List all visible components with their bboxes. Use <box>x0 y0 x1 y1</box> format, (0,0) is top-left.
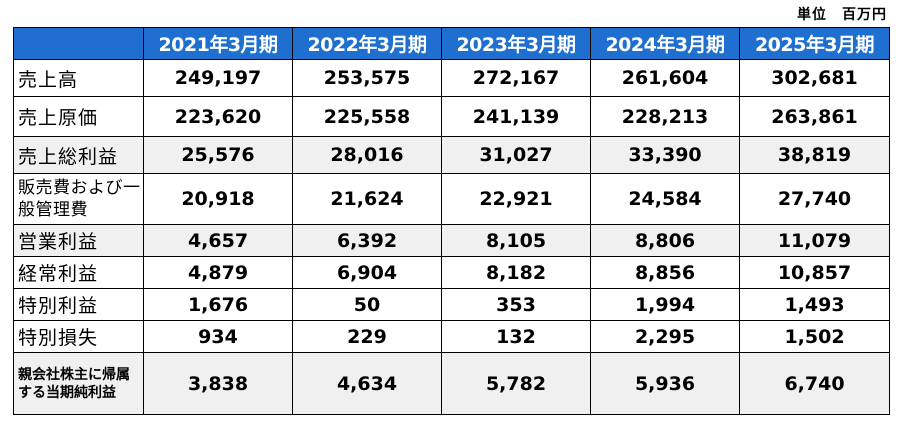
cell-value: 241,139 <box>441 96 591 137</box>
financial-table: 2021年3月期 2022年3月期 2023年3月期 2024年3月期 2025… <box>13 27 890 415</box>
cell-value: 8,105 <box>441 224 591 257</box>
cell-value: 5,782 <box>441 352 591 415</box>
cell-value: 272,167 <box>441 59 591 97</box>
cell-value: 353 <box>441 288 591 321</box>
cell-value: 1,676 <box>143 288 293 321</box>
cell-value: 38,819 <box>739 136 890 174</box>
cell-value: 2,295 <box>590 320 740 353</box>
cell-value: 934 <box>143 320 293 353</box>
header-fy2024: 2024年3月期 <box>590 27 740 60</box>
cell-value: 253,575 <box>292 59 442 97</box>
cell-value: 21,624 <box>292 173 442 225</box>
cell-value: 229 <box>292 320 442 353</box>
row-extraordinary-income: 特別利益 1,676 50 353 1,994 1,493 <box>13 288 890 321</box>
row-net-sales: 売上高 249,197 253,575 272,167 261,604 302,… <box>13 59 890 97</box>
header-row: 2021年3月期 2022年3月期 2023年3月期 2024年3月期 2025… <box>13 27 890 60</box>
row-operating-income: 営業利益 4,657 6,392 8,105 8,806 11,079 <box>13 224 890 257</box>
row-label: 販売費および一般管理費 <box>13 173 144 225</box>
row-ordinary-income: 経常利益 4,879 6,904 8,182 8,856 10,857 <box>13 256 890 289</box>
cell-value: 4,879 <box>143 256 293 289</box>
cell-value: 302,681 <box>739 59 890 97</box>
cell-value: 8,182 <box>441 256 591 289</box>
row-net-income-attributable: 親会社株主に帰属する当期純利益 3,838 4,634 5,782 5,936 … <box>13 352 890 415</box>
cell-value: 50 <box>292 288 442 321</box>
cell-value: 228,213 <box>590 96 740 137</box>
cell-value: 31,027 <box>441 136 591 174</box>
cell-value: 223,620 <box>143 96 293 137</box>
row-label: 売上原価 <box>13 96 144 137</box>
cell-value: 261,604 <box>590 59 740 97</box>
header-fy2023: 2023年3月期 <box>441 27 591 60</box>
cell-value: 1,502 <box>739 320 890 353</box>
row-extraordinary-loss: 特別損失 934 229 132 2,295 1,502 <box>13 320 890 353</box>
row-label: 親会社株主に帰属する当期純利益 <box>13 352 144 415</box>
cell-value: 28,016 <box>292 136 442 174</box>
corner-cell <box>13 27 144 60</box>
row-label: 経常利益 <box>13 256 144 289</box>
cell-value: 25,576 <box>143 136 293 174</box>
row-label: 特別損失 <box>13 320 144 353</box>
cell-value: 4,657 <box>143 224 293 257</box>
cell-value: 263,861 <box>739 96 890 137</box>
cell-value: 4,634 <box>292 352 442 415</box>
row-sga-expenses: 販売費および一般管理費 20,918 21,624 22,921 24,584 … <box>13 173 890 225</box>
cell-value: 1,994 <box>590 288 740 321</box>
header-fy2021: 2021年3月期 <box>143 27 293 60</box>
row-gross-profit: 売上総利益 25,576 28,016 31,027 33,390 38,819 <box>13 136 890 174</box>
header-fy2025: 2025年3月期 <box>739 27 890 60</box>
row-label: 売上高 <box>13 59 144 97</box>
cell-value: 20,918 <box>143 173 293 225</box>
cell-value: 132 <box>441 320 591 353</box>
cell-value: 5,936 <box>590 352 740 415</box>
cell-value: 6,904 <box>292 256 442 289</box>
cell-value: 24,584 <box>590 173 740 225</box>
cell-value: 27,740 <box>739 173 890 225</box>
cell-value: 225,558 <box>292 96 442 137</box>
unit-label: 単位 百万円 <box>797 7 887 23</box>
row-label: 売上総利益 <box>13 136 144 174</box>
header-fy2022: 2022年3月期 <box>292 27 442 60</box>
cell-value: 6,392 <box>292 224 442 257</box>
cell-value: 3,838 <box>143 352 293 415</box>
cell-value: 22,921 <box>441 173 591 225</box>
cell-value: 10,857 <box>739 256 890 289</box>
cell-value: 6,740 <box>739 352 890 415</box>
cell-value: 249,197 <box>143 59 293 97</box>
cell-value: 33,390 <box>590 136 740 174</box>
row-cost-of-sales: 売上原価 223,620 225,558 241,139 228,213 263… <box>13 96 890 137</box>
cell-value: 11,079 <box>739 224 890 257</box>
row-label: 特別利益 <box>13 288 144 321</box>
cell-value: 8,806 <box>590 224 740 257</box>
row-label: 営業利益 <box>13 224 144 257</box>
cell-value: 1,493 <box>739 288 890 321</box>
cell-value: 8,856 <box>590 256 740 289</box>
